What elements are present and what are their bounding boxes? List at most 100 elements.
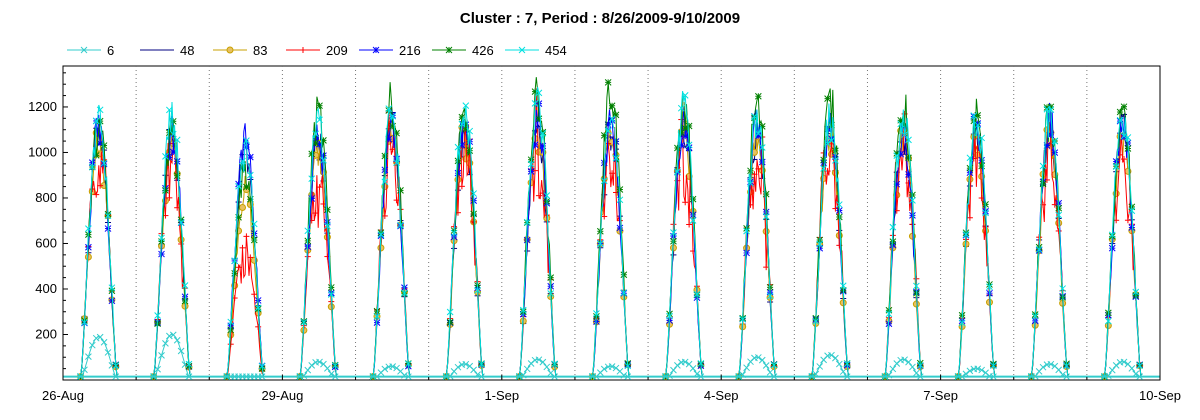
point-454	[1112, 163, 1120, 170]
point-6	[100, 338, 108, 346]
point-454	[674, 168, 681, 176]
point-209	[609, 170, 616, 177]
point-426	[231, 269, 239, 277]
point-454	[377, 231, 385, 238]
point-454	[762, 213, 770, 220]
point-426	[1116, 108, 1124, 116]
legend-marker	[300, 47, 306, 53]
point-209	[243, 233, 250, 240]
series-line-426	[63, 77, 1160, 378]
point-454	[185, 360, 193, 368]
x-tick-label: 10-Sep	[1139, 388, 1181, 403]
point-209	[93, 191, 100, 198]
point-6	[681, 358, 689, 366]
point-454	[531, 100, 539, 107]
point-6	[162, 339, 169, 347]
point-454	[104, 212, 112, 220]
point-426	[535, 115, 543, 123]
point-454	[820, 165, 827, 172]
point-454	[243, 137, 250, 144]
series-line-83	[63, 111, 1160, 378]
point-454	[450, 229, 458, 237]
point-454	[1132, 288, 1140, 296]
point-454	[543, 192, 551, 199]
legend-item-48: 48	[140, 43, 194, 58]
point-454	[539, 129, 547, 137]
point-209	[535, 192, 542, 199]
point-454	[1035, 246, 1043, 253]
point-454	[697, 360, 705, 367]
point-426	[689, 195, 697, 203]
point-454	[331, 362, 339, 369]
point-454	[246, 171, 254, 179]
point-454	[1047, 106, 1055, 113]
point-6	[974, 365, 982, 373]
point-6	[169, 331, 177, 339]
point-426	[905, 154, 912, 162]
point-209	[605, 140, 612, 147]
point-6	[608, 363, 616, 370]
point-6	[324, 365, 331, 372]
point-454	[304, 227, 312, 235]
point-454	[1116, 116, 1124, 124]
point-454	[624, 362, 632, 370]
point-454	[474, 287, 481, 294]
point-454	[600, 177, 608, 185]
point-454	[535, 89, 543, 97]
point-454	[166, 106, 173, 114]
point-454	[754, 130, 762, 137]
point-454	[158, 234, 165, 242]
point-6	[85, 353, 92, 360]
point-454	[596, 240, 604, 247]
point-6	[539, 358, 547, 366]
series-line-454	[63, 87, 1160, 378]
point-209	[1055, 227, 1062, 234]
point-216	[527, 168, 535, 175]
grid	[135, 66, 1088, 380]
point-454	[258, 362, 266, 370]
point-454	[316, 116, 323, 124]
point-6	[889, 365, 897, 373]
point-6	[1055, 366, 1063, 374]
point-209	[97, 182, 104, 189]
x-tick-label: 7-Sep	[923, 388, 958, 403]
y-tick-label: 400	[35, 281, 57, 296]
point-454	[397, 221, 404, 229]
point-454	[389, 112, 397, 120]
point-6	[600, 365, 608, 373]
point-426	[1039, 180, 1047, 188]
point-426	[397, 187, 404, 194]
legend-marker	[80, 46, 88, 54]
point-209	[239, 244, 246, 251]
point-6	[839, 368, 847, 375]
point-454	[905, 136, 912, 144]
point-6	[381, 365, 389, 373]
point-426	[454, 157, 462, 165]
legend-item-209: 209	[286, 43, 348, 58]
legend-label: 426	[472, 43, 494, 58]
point-454	[747, 180, 754, 187]
point-426	[747, 167, 754, 175]
point-426	[316, 102, 323, 110]
point-6	[92, 334, 100, 342]
point-6	[454, 363, 462, 371]
point-454	[519, 306, 527, 314]
point-454	[986, 283, 993, 291]
point-6	[1108, 366, 1116, 374]
point-454	[758, 144, 766, 151]
point-426	[762, 190, 770, 198]
point-454	[551, 360, 558, 368]
point-209	[247, 254, 254, 261]
point-6	[905, 358, 912, 366]
point-426	[243, 183, 250, 191]
point-426	[308, 150, 316, 158]
point-454	[770, 361, 778, 369]
point-6	[901, 356, 908, 364]
point-454	[250, 220, 258, 228]
point-426	[608, 102, 616, 110]
x-tick-label: 4-Sep	[704, 388, 739, 403]
point-6	[158, 352, 165, 359]
point-6	[689, 365, 697, 372]
point-454	[909, 197, 916, 204]
series-layer	[63, 77, 1160, 381]
